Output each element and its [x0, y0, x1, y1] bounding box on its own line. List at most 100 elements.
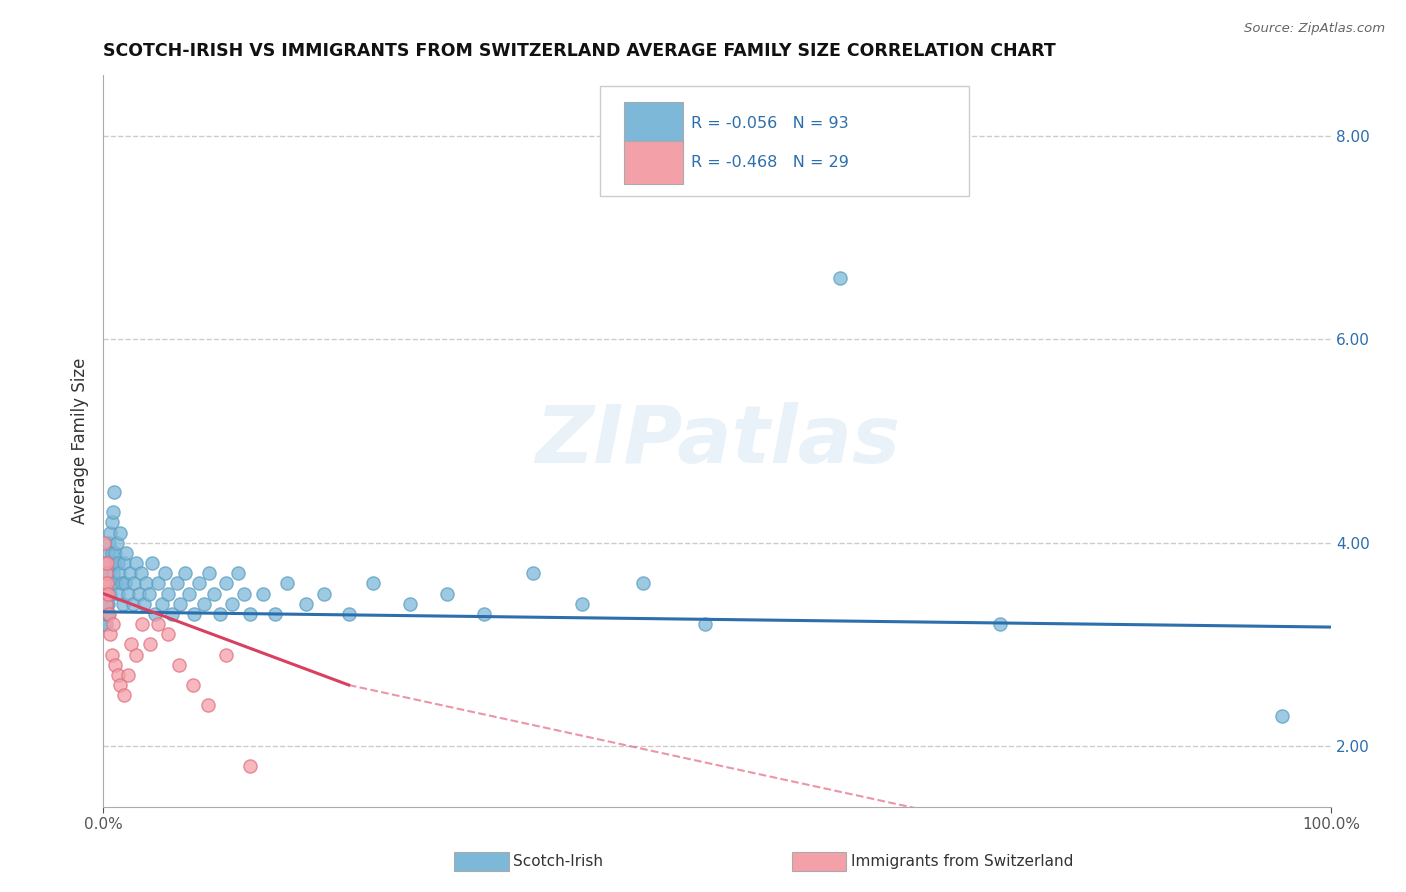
Point — [100, 648, 122, 662]
Point — [94, 617, 117, 632]
Point — [169, 657, 191, 672]
Point — [104, 546, 127, 560]
Point — [114, 576, 136, 591]
Point — [98, 566, 121, 581]
Point — [100, 525, 122, 540]
Point — [166, 576, 188, 591]
Point — [107, 668, 129, 682]
Text: Immigrants from Switzerland: Immigrants from Switzerland — [851, 855, 1073, 869]
Point — [174, 566, 197, 581]
Point — [117, 586, 139, 600]
Point — [264, 607, 287, 621]
Point — [93, 586, 115, 600]
Point — [96, 586, 118, 600]
Point — [93, 586, 115, 600]
Text: SCOTCH-IRISH VS IMMIGRANTS FROM SWITZERLAND AVERAGE FAMILY SIZE CORRELATION CHAR: SCOTCH-IRISH VS IMMIGRANTS FROM SWITZERL… — [103, 42, 1056, 60]
Point — [103, 484, 125, 499]
FancyBboxPatch shape — [600, 87, 969, 196]
Point — [93, 617, 115, 632]
Point — [233, 586, 256, 600]
Point — [363, 576, 385, 591]
Point — [100, 556, 122, 570]
Point — [183, 607, 205, 621]
Point — [148, 617, 170, 632]
Point — [988, 617, 1011, 632]
Point — [110, 576, 132, 591]
Point — [197, 698, 219, 713]
Point — [104, 576, 127, 591]
Point — [110, 678, 132, 692]
Point — [1271, 708, 1294, 723]
Point — [93, 597, 115, 611]
Point — [104, 657, 127, 672]
Point — [125, 648, 148, 662]
Point — [100, 516, 122, 530]
Point — [125, 556, 148, 570]
Point — [202, 586, 225, 600]
Point — [131, 617, 153, 632]
Point — [101, 505, 124, 519]
Point — [215, 648, 238, 662]
Point — [97, 576, 120, 591]
Point — [193, 597, 215, 611]
Point — [138, 586, 160, 600]
Point — [112, 556, 135, 570]
Point — [187, 576, 209, 591]
Point — [98, 607, 121, 621]
Point — [150, 597, 173, 611]
Point — [96, 576, 118, 591]
Point — [93, 576, 115, 591]
Point — [96, 556, 118, 570]
Point — [571, 597, 593, 611]
Point — [94, 586, 117, 600]
Point — [93, 556, 115, 570]
Point — [96, 556, 118, 570]
Point — [252, 586, 274, 600]
Point — [97, 546, 120, 560]
Point — [226, 566, 249, 581]
Point — [148, 576, 170, 591]
Point — [112, 688, 135, 702]
Point — [157, 586, 180, 600]
Point — [94, 566, 117, 581]
Point — [98, 586, 121, 600]
Point — [101, 617, 124, 632]
Point — [96, 576, 118, 591]
Point — [107, 586, 129, 600]
Point — [105, 535, 128, 549]
Point — [132, 597, 155, 611]
Point — [115, 546, 138, 560]
Point — [93, 535, 115, 549]
FancyBboxPatch shape — [624, 103, 683, 145]
Point — [117, 668, 139, 682]
Point — [141, 556, 163, 570]
Text: Scotch-Irish: Scotch-Irish — [513, 855, 603, 869]
Point — [337, 607, 360, 621]
Point — [294, 597, 316, 611]
Point — [96, 607, 118, 621]
Point — [120, 566, 142, 581]
Point — [103, 556, 125, 570]
Point — [157, 627, 180, 641]
Point — [98, 535, 121, 549]
Text: R = -0.468   N = 29: R = -0.468 N = 29 — [692, 155, 849, 169]
Point — [177, 586, 200, 600]
Point — [121, 597, 143, 611]
Point — [436, 586, 458, 600]
Point — [111, 597, 134, 611]
Point — [120, 637, 142, 651]
Point — [108, 566, 131, 581]
Point — [276, 576, 298, 591]
Point — [93, 576, 115, 591]
Point — [100, 546, 122, 560]
Y-axis label: Average Family Size: Average Family Size — [72, 358, 89, 524]
Point — [399, 597, 422, 611]
Point — [693, 617, 716, 632]
Point — [97, 597, 120, 611]
Point — [314, 586, 336, 600]
Point — [197, 566, 219, 581]
FancyBboxPatch shape — [624, 141, 683, 184]
Point — [100, 586, 122, 600]
Point — [97, 607, 120, 621]
Point — [93, 607, 115, 621]
